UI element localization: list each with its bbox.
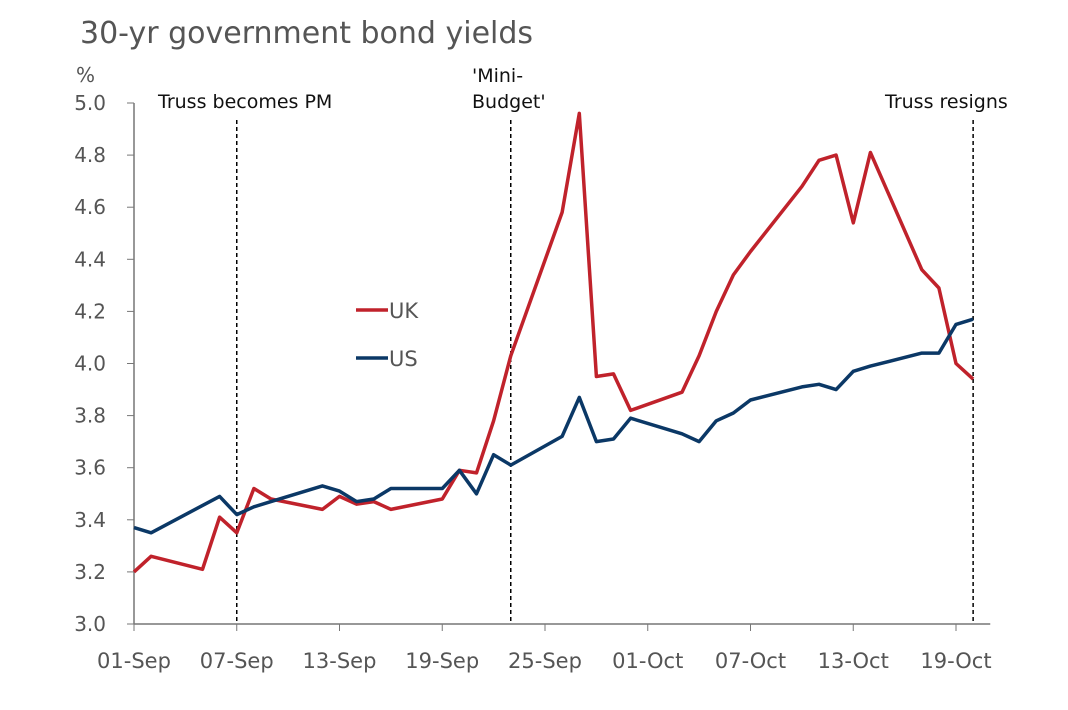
event-annotation: 'Mini- bbox=[472, 65, 523, 87]
y-tick-label: 4.6 bbox=[74, 195, 106, 219]
y-axis-label: % bbox=[76, 63, 95, 87]
x-tick-label: 19-Oct bbox=[920, 649, 991, 673]
y-tick-label: 3.0 bbox=[74, 612, 106, 636]
y-tick-label: 3.4 bbox=[74, 508, 106, 532]
x-tick-label: 07-Oct bbox=[715, 649, 786, 673]
event-annotation: Budget' bbox=[472, 91, 546, 113]
x-tick-label: 19-Sep bbox=[405, 649, 479, 673]
legend-label: US bbox=[389, 347, 418, 371]
y-tick-label: 5.0 bbox=[74, 91, 106, 115]
series-line-uk bbox=[134, 113, 973, 572]
legend-label: UK bbox=[389, 299, 419, 323]
x-tick-label: 25-Sep bbox=[508, 649, 582, 673]
event-annotation: Truss resigns bbox=[884, 91, 1008, 113]
y-tick-label: 3.6 bbox=[74, 456, 106, 480]
y-tick-label: 3.2 bbox=[74, 560, 106, 584]
y-tick-label: 4.0 bbox=[74, 352, 106, 376]
x-tick-label: 13-Oct bbox=[818, 649, 889, 673]
x-tick-label: 13-Sep bbox=[303, 649, 377, 673]
series-line-us bbox=[134, 319, 973, 533]
y-tick-label: 4.4 bbox=[74, 247, 106, 271]
y-tick-label: 4.8 bbox=[74, 143, 106, 167]
y-tick-label: 3.8 bbox=[74, 404, 106, 428]
chart-title: 30-yr government bond yields bbox=[80, 16, 533, 51]
x-tick-label: 01-Oct bbox=[612, 649, 683, 673]
event-annotation: Truss becomes PM bbox=[157, 91, 332, 113]
y-tick-label: 4.2 bbox=[74, 299, 106, 323]
x-tick-label: 01-Sep bbox=[97, 649, 171, 673]
x-tick-label: 07-Sep bbox=[200, 649, 274, 673]
